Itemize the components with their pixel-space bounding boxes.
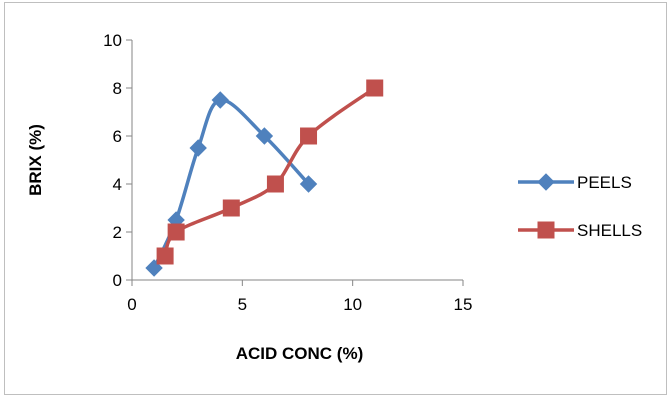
data-point-shells — [366, 79, 384, 97]
axes: 0 2 4 6 8 10 0 5 10 15 — [103, 31, 472, 314]
series-line-shells — [163, 86, 376, 257]
x-tick-label: 0 — [127, 295, 136, 314]
series-layer — [145, 79, 384, 277]
legend: PEELS SHELLS — [518, 173, 642, 240]
y-tick-label: 2 — [113, 223, 122, 242]
legend-marker-peels — [537, 173, 555, 191]
legend-item-shells: SHELLS — [518, 221, 642, 240]
y-tick-label: 6 — [113, 127, 122, 146]
legend-label-peels: PEELS — [577, 173, 632, 192]
data-point-peels — [211, 91, 229, 109]
y-tick-label: 10 — [103, 31, 122, 50]
data-point-peels — [189, 139, 207, 157]
y-tick-label: 0 — [113, 271, 122, 290]
x-tick-label: 15 — [454, 295, 473, 314]
series-line-peels — [152, 98, 310, 269]
chart-area — [4, 2, 667, 395]
data-point-shells — [300, 127, 318, 145]
data-point-peels — [299, 175, 318, 193]
data-point-shells — [167, 223, 185, 241]
series-shells — [156, 79, 384, 265]
x-tick-label: 10 — [343, 295, 362, 314]
x-tick-label: 5 — [238, 295, 247, 314]
data-point-shells — [266, 175, 284, 193]
y-tick-label: 4 — [113, 175, 122, 194]
data-point-peels — [255, 127, 274, 145]
legend-item-peels: PEELS — [518, 173, 632, 192]
data-point-shells — [222, 199, 240, 217]
data-point-shells — [156, 247, 174, 265]
legend-marker-shells — [537, 221, 555, 239]
y-tick-label: 8 — [113, 79, 122, 98]
x-axis-title: ACID CONC (%) — [236, 344, 364, 363]
y-axis-title: BRIX (%) — [26, 124, 45, 196]
legend-label-shells: SHELLS — [577, 221, 642, 240]
